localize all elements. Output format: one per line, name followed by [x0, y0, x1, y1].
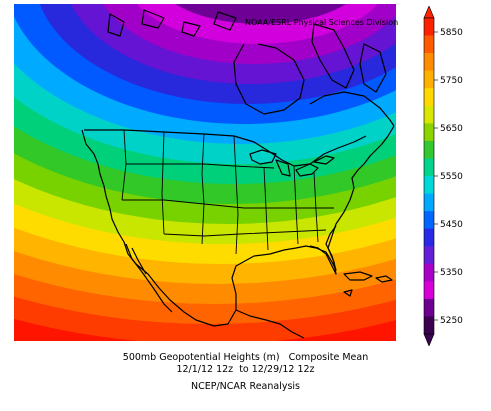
central-america	[235, 309, 305, 339]
colorbar-swatch	[424, 246, 434, 265]
colorbar-swatch	[424, 35, 434, 54]
colorbar-swatch	[424, 140, 434, 159]
colorbar-label: 5550	[440, 172, 463, 182]
colorbar-swatch	[424, 18, 434, 36]
colorbar-labels: 5850 5750 5650 5550 5450 5350 5250	[434, 28, 463, 326]
colorbar-swatch	[424, 53, 434, 71]
colorbar-label: 5750	[440, 76, 463, 86]
colorbar-bottom-arrow	[423, 333, 435, 346]
colorbar-swatch	[424, 316, 434, 335]
great-lakes	[249, 149, 335, 177]
state-borders	[121, 129, 334, 255]
colorbar-swatch	[424, 281, 434, 300]
colorbar-swatch	[424, 158, 434, 177]
colorbar-swatch	[424, 176, 434, 194]
colorbar-label: 5250	[440, 316, 463, 326]
colorbar-swatch	[424, 123, 434, 142]
colorbar-swatches	[423, 6, 435, 346]
caption-line-3: NCEP/NCAR Reanalysis	[190, 381, 300, 392]
contour-bands	[14, 4, 396, 341]
colorbar-swatch	[424, 70, 434, 89]
colorbar-label: 5850	[440, 28, 463, 38]
arctic-islands	[107, 9, 387, 93]
colorbar-label: 5350	[440, 268, 463, 278]
colorbar-swatch	[424, 193, 434, 212]
colorbar-top-arrow	[423, 6, 435, 19]
contour-band	[175, 4, 346, 24]
atlantic-coast	[331, 125, 395, 237]
west-coastline	[81, 129, 197, 321]
colorbar-swatch	[424, 105, 434, 124]
colorbar-swatch	[424, 88, 434, 107]
height-field-map	[14, 4, 396, 341]
florida	[309, 235, 337, 275]
colorbar-swatch	[424, 228, 434, 247]
coastlines-and-borders	[81, 9, 395, 339]
map-panel	[14, 4, 396, 341]
colorbar-label: 5450	[440, 220, 463, 230]
caption-line-1: 500mb Geopotential Heights (m) Composite…	[122, 352, 369, 363]
colorbar-swatch	[424, 298, 434, 317]
canada-us-border	[84, 129, 367, 167]
hudson-bay	[233, 43, 305, 115]
credit-text: NOAA/ESRL Physical Sciences Division	[245, 18, 399, 27]
caribbean-islands	[343, 271, 393, 297]
labrador-coast	[309, 91, 395, 127]
colorbar-swatch	[424, 211, 434, 229]
colorbar-label: 5650	[440, 124, 463, 134]
colorbar: 5850 5750 5650 5550 5450 5350 5250	[423, 6, 463, 346]
caption-line-2: 12/1/12 12z to 12/29/12 12z	[176, 364, 315, 375]
colorbar-swatch	[424, 263, 434, 282]
baja-peninsula	[125, 243, 173, 313]
